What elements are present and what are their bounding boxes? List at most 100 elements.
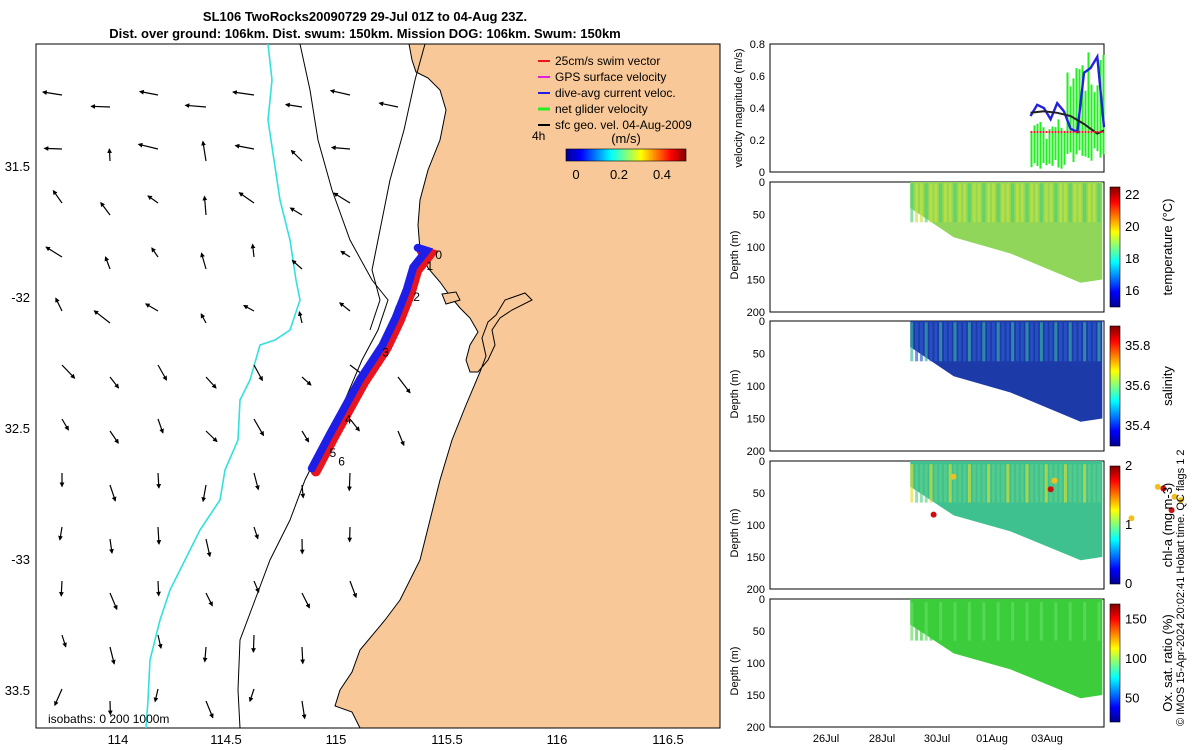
section-texture (1035, 322, 1038, 361)
map-panel: 0123456 114 114.5 115 115.5 116 116.5 31… (5, 44, 720, 747)
time-mark-label: 4h (532, 129, 545, 143)
net-velocity-bar (1067, 73, 1069, 154)
section-texture (1083, 464, 1086, 502)
track-day-label: 3 (382, 346, 389, 360)
quiver-arrow (253, 635, 254, 652)
colorbar-tick: 16 (1125, 283, 1139, 298)
section-texture (963, 322, 966, 361)
section-texture (1002, 183, 1005, 222)
section-texture (1030, 602, 1033, 640)
section-texture (1026, 322, 1029, 361)
chl-sample-dot (1052, 478, 1058, 484)
legend-label: dive-avg current veloc. (555, 86, 676, 100)
section-texture (1040, 464, 1043, 502)
section-texture (1098, 183, 1101, 222)
section-texture (934, 322, 937, 361)
time-axis-label: 03Aug (1031, 733, 1063, 745)
section-texture (1074, 183, 1077, 222)
map-xaxis: 114 114.5 115 115.5 116 116.5 (108, 732, 684, 747)
section-texture (1035, 183, 1038, 222)
chl-sample-dot (931, 512, 937, 518)
section-texture (1040, 602, 1043, 640)
colorbar-label: chl-a (mg m-3) (1160, 483, 1175, 568)
velocity-ytick: 0.6 (750, 71, 765, 83)
depth-ytick: 50 (753, 488, 765, 500)
net-velocity-bar (1040, 122, 1042, 169)
section-texture (997, 183, 1000, 222)
section-texture (925, 464, 928, 502)
isobath-label: isobaths: 0 200 1000m (48, 712, 169, 726)
section-texture (963, 183, 966, 222)
section-texture (949, 602, 952, 640)
track-day-label: 2 (413, 290, 420, 304)
depth-ylabel: Depth (m) (729, 509, 741, 558)
time-axis-label: 28Jul (869, 733, 895, 745)
colorbar-tick: 50 (1125, 690, 1139, 705)
net-velocity-bar (1070, 86, 1072, 152)
depth-ytick: 100 (747, 242, 765, 254)
section-texture (925, 183, 928, 222)
depth-ytick: 150 (747, 690, 765, 702)
section-texture (997, 322, 1000, 361)
section-colorbar (1110, 326, 1120, 446)
quiver-arrow (61, 581, 62, 596)
section-texture (1054, 183, 1057, 222)
colorbar-unit: (m/s) (611, 131, 641, 146)
colorbar-tick: 100 (1125, 651, 1147, 666)
section-texture (1002, 464, 1005, 502)
section-texture (1059, 602, 1062, 640)
section-texture (915, 602, 918, 640)
time-axis-label: 26Jul (813, 733, 839, 745)
depth-ylabel: Depth (m) (729, 370, 741, 419)
section-texture (1011, 183, 1014, 222)
velocity-ylabel: velocity magnitude (m/s) (733, 48, 745, 167)
section-texture (978, 464, 981, 502)
section-texture (1069, 322, 1072, 361)
section-texture (973, 183, 976, 222)
depth-ytick: 50 (753, 349, 765, 361)
colorbar-tick: 0 (1125, 576, 1132, 591)
colorbar-gradient (566, 149, 686, 161)
credit-text: © IMOS 15-Apr-2024 20:02:41 Hobart time.… (1175, 449, 1187, 726)
section-texture (968, 602, 971, 640)
section-texture (910, 322, 913, 361)
net-velocity-bar (1031, 131, 1033, 167)
depth-ylabel: Depth (m) (729, 231, 741, 280)
section-texture (1059, 183, 1062, 222)
section-texture (1074, 464, 1077, 502)
map-ytick-label: 32.5 (5, 421, 30, 436)
section-texture (1016, 322, 1019, 361)
depth-ytick: 100 (747, 658, 765, 670)
section-texture (915, 183, 918, 222)
section-texture (1098, 464, 1101, 502)
section-texture (1040, 322, 1043, 361)
section-texture (1093, 322, 1096, 361)
colorbar-tick: 1 (1125, 517, 1132, 532)
section-texture (992, 464, 995, 502)
chl-sample-dot (1048, 486, 1054, 492)
map-ytick-label: -33 (11, 552, 30, 567)
colorbar-tick: 0.4 (653, 167, 671, 182)
section-texture (982, 322, 985, 361)
quiver-arrow (91, 106, 110, 107)
section-texture (1088, 322, 1091, 361)
colorbar-tick: 35.4 (1125, 418, 1150, 433)
section-texture (949, 183, 952, 222)
section-texture (1064, 464, 1067, 502)
section-texture (1064, 322, 1067, 361)
section-texture (982, 183, 985, 222)
section-texture (920, 183, 923, 222)
section-texture (1088, 602, 1091, 640)
section-texture (1078, 183, 1081, 222)
section-texture (1006, 464, 1009, 502)
section-texture (1074, 322, 1077, 361)
section-texture (1050, 464, 1053, 502)
legend-label: sfc geo. vel. 04-Aug-2009 (555, 118, 692, 132)
colorbar-tick: 22 (1125, 187, 1139, 202)
section-texture (973, 322, 976, 361)
section-texture (1021, 322, 1024, 361)
depth-ytick: 50 (753, 210, 765, 222)
section-texture (944, 183, 947, 222)
map-xtick-label: 114 (108, 732, 129, 747)
section-texture (930, 183, 933, 222)
